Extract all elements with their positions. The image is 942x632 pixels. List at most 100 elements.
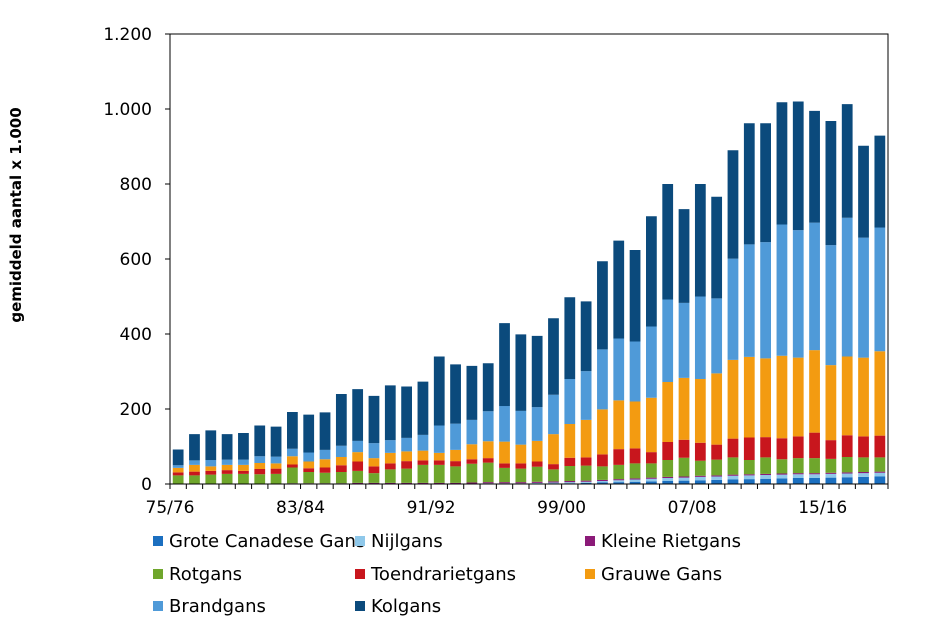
bar-segment-kleine-rietgans-39 xyxy=(809,473,820,475)
bar-segment-rotgans-39 xyxy=(809,458,820,474)
bar-segment-rotgans-41 xyxy=(841,457,853,473)
bar-segment-brandgans-42 xyxy=(858,237,869,358)
bar-segment-nijlgans-38 xyxy=(792,474,804,478)
bar-segment-rotgans-17 xyxy=(450,466,461,483)
bar-segment-brandgans-15 xyxy=(417,434,429,451)
bar-segment-toendrarietgans-36 xyxy=(760,437,771,458)
bar-segment-toendrarietgans-42 xyxy=(858,436,869,458)
bar-segment-rotgans-36 xyxy=(760,457,771,474)
bar-segment-grauwe-gans-34 xyxy=(727,359,739,439)
bar-segment-rotgans-2 xyxy=(205,474,217,484)
bar-segment-grauwe-gans-9 xyxy=(319,459,331,468)
x-tick-label: 15/16 xyxy=(798,498,847,518)
y-tick-label: 1.000 xyxy=(103,100,152,120)
bar-segment-kolgans-30 xyxy=(662,184,674,300)
bar-segment-toendrarietgans-0 xyxy=(172,472,184,476)
bar-segment-rotgans-43 xyxy=(874,457,886,472)
bar-segment-brandgans-37 xyxy=(776,224,788,356)
bar-segment-nijlgans-27 xyxy=(613,480,625,483)
bar-segment-toendrarietgans-8 xyxy=(303,468,315,472)
bar-segment-toendrarietgans-38 xyxy=(792,436,804,459)
bar-segment-grote-canadese-gans-25 xyxy=(580,482,592,485)
bar-segment-grauwe-gans-40 xyxy=(825,365,837,441)
bar-segment-grote-canadese-gans-30 xyxy=(662,481,674,484)
bar-segment-kolgans-25 xyxy=(580,301,592,372)
bar-segment-rotgans-21 xyxy=(515,468,527,483)
bar-segment-toendrarietgans-23 xyxy=(548,464,559,470)
bar-segment-nijlgans-42 xyxy=(858,473,869,477)
bar-segment-rotgans-31 xyxy=(678,457,690,477)
bar-segment-rotgans-37 xyxy=(776,459,788,474)
legend-label: Kleine Rietgans xyxy=(601,531,741,552)
bar-segment-rotgans-12 xyxy=(368,473,380,483)
bar-segment-kolgans-7 xyxy=(287,412,298,449)
bar-segment-rotgans-7 xyxy=(287,467,298,484)
bar-segment-kleine-rietgans-18 xyxy=(466,482,478,484)
bar-segment-kolgans-19 xyxy=(482,363,494,412)
bar-segment-kleine-rietgans-43 xyxy=(874,471,886,473)
bar-segment-grauwe-gans-27 xyxy=(613,400,625,450)
bar-segment-toendrarietgans-1 xyxy=(189,471,200,476)
bar-segment-rotgans-13 xyxy=(384,469,396,483)
bar-segment-brandgans-21 xyxy=(515,410,527,445)
y-axis-title: gemiddeld aantal x 1.000 xyxy=(7,107,25,322)
bar-segment-toendrarietgans-25 xyxy=(580,457,592,466)
bar-segment-kolgans-33 xyxy=(711,196,723,299)
bar-segment-rotgans-42 xyxy=(858,457,869,473)
bar-segment-rotgans-27 xyxy=(613,464,625,480)
bar-segment-grauwe-gans-21 xyxy=(515,444,527,464)
bar-segment-nijlgans-40 xyxy=(825,473,837,478)
bar-segment-grauwe-gans-3 xyxy=(221,464,233,471)
bar-segment-toendrarietgans-15 xyxy=(417,460,429,465)
bar-segment-kleine-rietgans-15 xyxy=(417,482,429,485)
bar-segment-kolgans-10 xyxy=(335,394,347,446)
bar-segment-grauwe-gans-15 xyxy=(417,450,429,461)
bar-segment-rotgans-10 xyxy=(335,472,347,484)
bar-segment-rotgans-4 xyxy=(238,473,249,484)
bar-segment-toendrarietgans-40 xyxy=(825,440,837,459)
bar-segment-kolgans-18 xyxy=(466,365,478,420)
bar-segment-grauwe-gans-10 xyxy=(335,457,347,466)
y-tick-label: 1.200 xyxy=(103,25,152,45)
bar-segment-rotgans-15 xyxy=(417,464,429,483)
bar-segment-kolgans-9 xyxy=(319,412,331,450)
bar-segment-grauwe-gans-32 xyxy=(694,379,706,443)
bar-segment-kolgans-42 xyxy=(858,145,869,238)
bar-segment-brandgans-27 xyxy=(613,338,625,401)
bar-segment-rotgans-38 xyxy=(792,458,804,474)
legend-item: Brandgans xyxy=(153,596,266,617)
bar-segment-kleine-rietgans-36 xyxy=(760,473,771,476)
bar-segment-grauwe-gans-37 xyxy=(776,355,788,439)
bar-segment-kolgans-1 xyxy=(189,434,200,461)
bar-segment-brandgans-29 xyxy=(646,326,657,398)
legend-label: Brandgans xyxy=(169,596,266,617)
bar-segment-kolgans-32 xyxy=(694,184,706,297)
bar-segment-brandgans-23 xyxy=(548,394,559,435)
bar-segment-brandgans-14 xyxy=(401,437,412,452)
bar-segment-brandgans-31 xyxy=(678,302,690,378)
bar-segment-kleine-rietgans-12 xyxy=(368,482,380,485)
bar-segment-brandgans-39 xyxy=(809,222,820,351)
y-tick-label: 200 xyxy=(120,400,152,420)
bar-segment-kleine-rietgans-17 xyxy=(450,482,461,485)
bar-segment-kleine-rietgans-21 xyxy=(515,482,527,484)
bar-segment-grote-canadese-gans-43 xyxy=(874,476,886,484)
bar-segment-kleine-rietgans-20 xyxy=(499,482,510,484)
bar-segment-toendrarietgans-31 xyxy=(678,439,690,458)
bar-segment-grauwe-gans-33 xyxy=(711,373,723,445)
bar-segment-kleine-rietgans-23 xyxy=(548,481,559,483)
bar-segment-brandgans-41 xyxy=(841,217,853,357)
bar-segment-nijlgans-36 xyxy=(760,475,771,479)
bar-segment-grauwe-gans-2 xyxy=(205,466,217,471)
bar-segment-nijlgans-41 xyxy=(841,473,853,478)
bar-segment-brandgans-16 xyxy=(433,425,445,453)
bar-segment-kolgans-6 xyxy=(270,426,282,457)
bar-segment-brandgans-1 xyxy=(189,460,200,465)
bar-segment-grote-canadese-gans-39 xyxy=(809,478,820,484)
bar-segment-toendrarietgans-2 xyxy=(205,470,217,475)
bar-segment-kolgans-27 xyxy=(613,240,625,339)
bar-segment-rotgans-40 xyxy=(825,458,837,473)
bar-segment-toendrarietgans-5 xyxy=(254,469,266,475)
y-tick-label: 800 xyxy=(120,175,152,195)
